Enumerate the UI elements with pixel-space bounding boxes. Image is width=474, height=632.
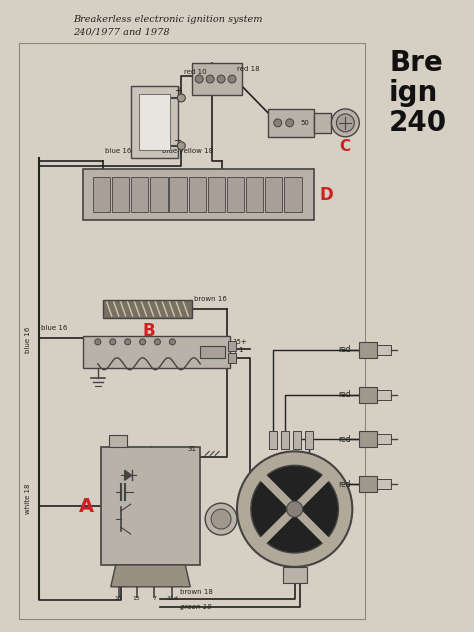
Text: red: red (339, 435, 351, 444)
Text: 7: 7 (153, 596, 156, 601)
Text: 31: 31 (188, 446, 197, 453)
Text: ign: ign (389, 79, 438, 107)
Circle shape (195, 75, 203, 83)
Text: blue 16: blue 16 (25, 327, 31, 353)
Bar (192, 63, 242, 95)
Bar (83, 336, 230, 368)
Circle shape (110, 339, 116, 345)
Text: green 18: green 18 (180, 604, 212, 610)
Bar (359, 387, 377, 403)
Text: white 18: white 18 (25, 484, 31, 514)
Circle shape (206, 75, 214, 83)
Bar (227, 176, 244, 212)
Bar (150, 176, 167, 212)
Bar (246, 176, 263, 212)
Bar (265, 176, 283, 212)
Circle shape (228, 75, 236, 83)
Text: blue 16: blue 16 (105, 148, 131, 154)
Bar (103, 300, 192, 318)
Bar (284, 176, 301, 212)
Bar (131, 176, 148, 212)
Bar (200, 346, 225, 358)
Text: 1: 1 (232, 351, 237, 357)
Bar (228, 353, 236, 363)
Text: 15+: 15+ (232, 339, 247, 345)
Text: red: red (339, 345, 351, 355)
Circle shape (251, 465, 338, 553)
Text: blue-yellow 18: blue-yellow 18 (163, 148, 214, 154)
Bar (313, 113, 331, 133)
Bar (359, 432, 377, 447)
Bar (377, 479, 391, 489)
Bar (112, 176, 129, 212)
Bar (228, 341, 236, 351)
Text: 240/1977 and 1978: 240/1977 and 1978 (73, 27, 170, 36)
Circle shape (169, 339, 175, 345)
Text: red: red (339, 480, 351, 489)
Circle shape (211, 509, 231, 529)
Text: C: C (339, 139, 350, 154)
Circle shape (274, 119, 282, 127)
Text: 16: 16 (115, 596, 123, 601)
Circle shape (217, 75, 225, 83)
Bar (359, 342, 377, 358)
Bar (170, 176, 187, 212)
Bar (19, 43, 365, 619)
Circle shape (237, 451, 352, 567)
Bar (138, 94, 170, 150)
Text: 50: 50 (301, 120, 310, 126)
Text: D: D (319, 186, 333, 204)
Text: +: + (174, 86, 182, 96)
Bar (83, 169, 313, 221)
Bar (292, 432, 301, 449)
Text: brown 18: brown 18 (180, 589, 213, 595)
Circle shape (177, 142, 185, 150)
Bar (189, 176, 206, 212)
Bar (268, 109, 313, 137)
Text: Bre: Bre (389, 49, 443, 77)
Bar (93, 176, 110, 212)
Circle shape (287, 501, 302, 517)
Circle shape (286, 119, 294, 127)
Circle shape (155, 339, 161, 345)
Polygon shape (111, 565, 190, 586)
Polygon shape (125, 470, 132, 480)
Circle shape (139, 339, 146, 345)
Text: A: A (79, 497, 94, 516)
Circle shape (205, 503, 237, 535)
Text: red: red (339, 390, 351, 399)
Text: red 10: red 10 (184, 69, 207, 75)
Text: brown 16: brown 16 (194, 296, 227, 302)
Text: 240: 240 (389, 109, 447, 137)
Circle shape (177, 94, 185, 102)
Bar (359, 477, 377, 492)
Text: 15: 15 (133, 596, 140, 601)
Text: Breakerless electronic ignition system: Breakerless electronic ignition system (73, 15, 263, 24)
Circle shape (95, 339, 101, 345)
Bar (305, 432, 312, 449)
Text: B: B (143, 322, 155, 340)
Text: blue 16: blue 16 (41, 325, 67, 331)
Text: 1: 1 (238, 347, 243, 353)
Bar (131, 86, 178, 158)
Bar (377, 434, 391, 444)
Circle shape (337, 114, 354, 132)
Bar (377, 345, 391, 355)
Text: 31d: 31d (166, 596, 178, 601)
Circle shape (331, 109, 359, 137)
Bar (283, 567, 307, 583)
Bar (377, 390, 391, 399)
Bar (269, 432, 277, 449)
Circle shape (125, 339, 131, 345)
Text: −: − (174, 136, 182, 146)
Bar (109, 435, 127, 447)
Bar (208, 176, 225, 212)
Text: red 18: red 18 (237, 66, 260, 72)
Bar (101, 447, 200, 565)
Bar (281, 432, 289, 449)
